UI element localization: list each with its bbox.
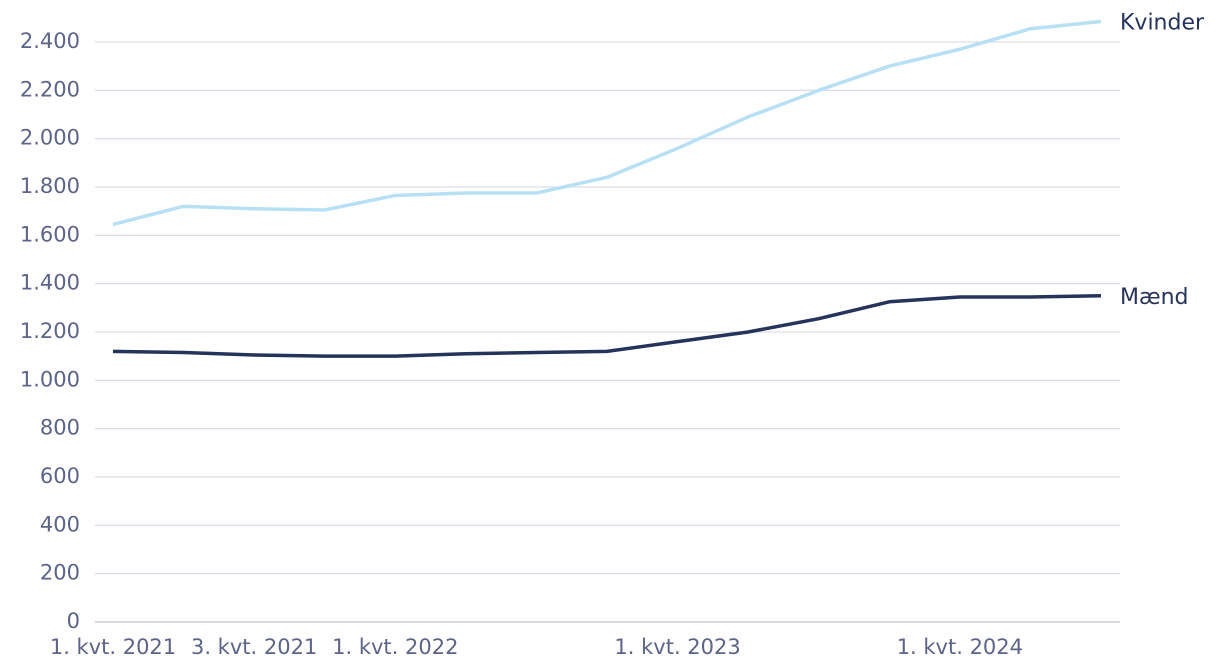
x-tick-label: 1. kvt. 2022 (332, 635, 458, 659)
y-tick-label: 2.200 (20, 77, 80, 101)
x-tick-label: 1. kvt. 2024 (897, 635, 1023, 659)
y-tick-label: 1.200 (20, 319, 80, 343)
y-tick-label: 2.000 (20, 126, 80, 150)
y-tick-label: 1.000 (20, 367, 80, 391)
y-tick-label: 2.400 (20, 29, 80, 53)
y-tick-label: 200 (40, 561, 80, 585)
series-line (112, 294, 1102, 358)
x-tick-label: 1. kvt. 2023 (614, 635, 740, 659)
y-tick-label: 0 (67, 609, 80, 633)
series-label: Kvinder (1120, 10, 1205, 35)
x-tick-label: 1. kvt. 2021 (50, 635, 176, 659)
y-tick-label: 1.800 (20, 174, 80, 198)
x-tick-label: 3. kvt. 2021 (191, 635, 317, 659)
y-tick-label: 400 (40, 512, 80, 536)
series-line (112, 19, 1102, 227)
y-tick-label: 1.400 (20, 271, 80, 295)
y-tick-label: 1.600 (20, 222, 80, 246)
y-tick-label: 600 (40, 464, 80, 488)
series-label: Mænd (1120, 285, 1189, 310)
y-tick-label: 800 (40, 416, 80, 440)
